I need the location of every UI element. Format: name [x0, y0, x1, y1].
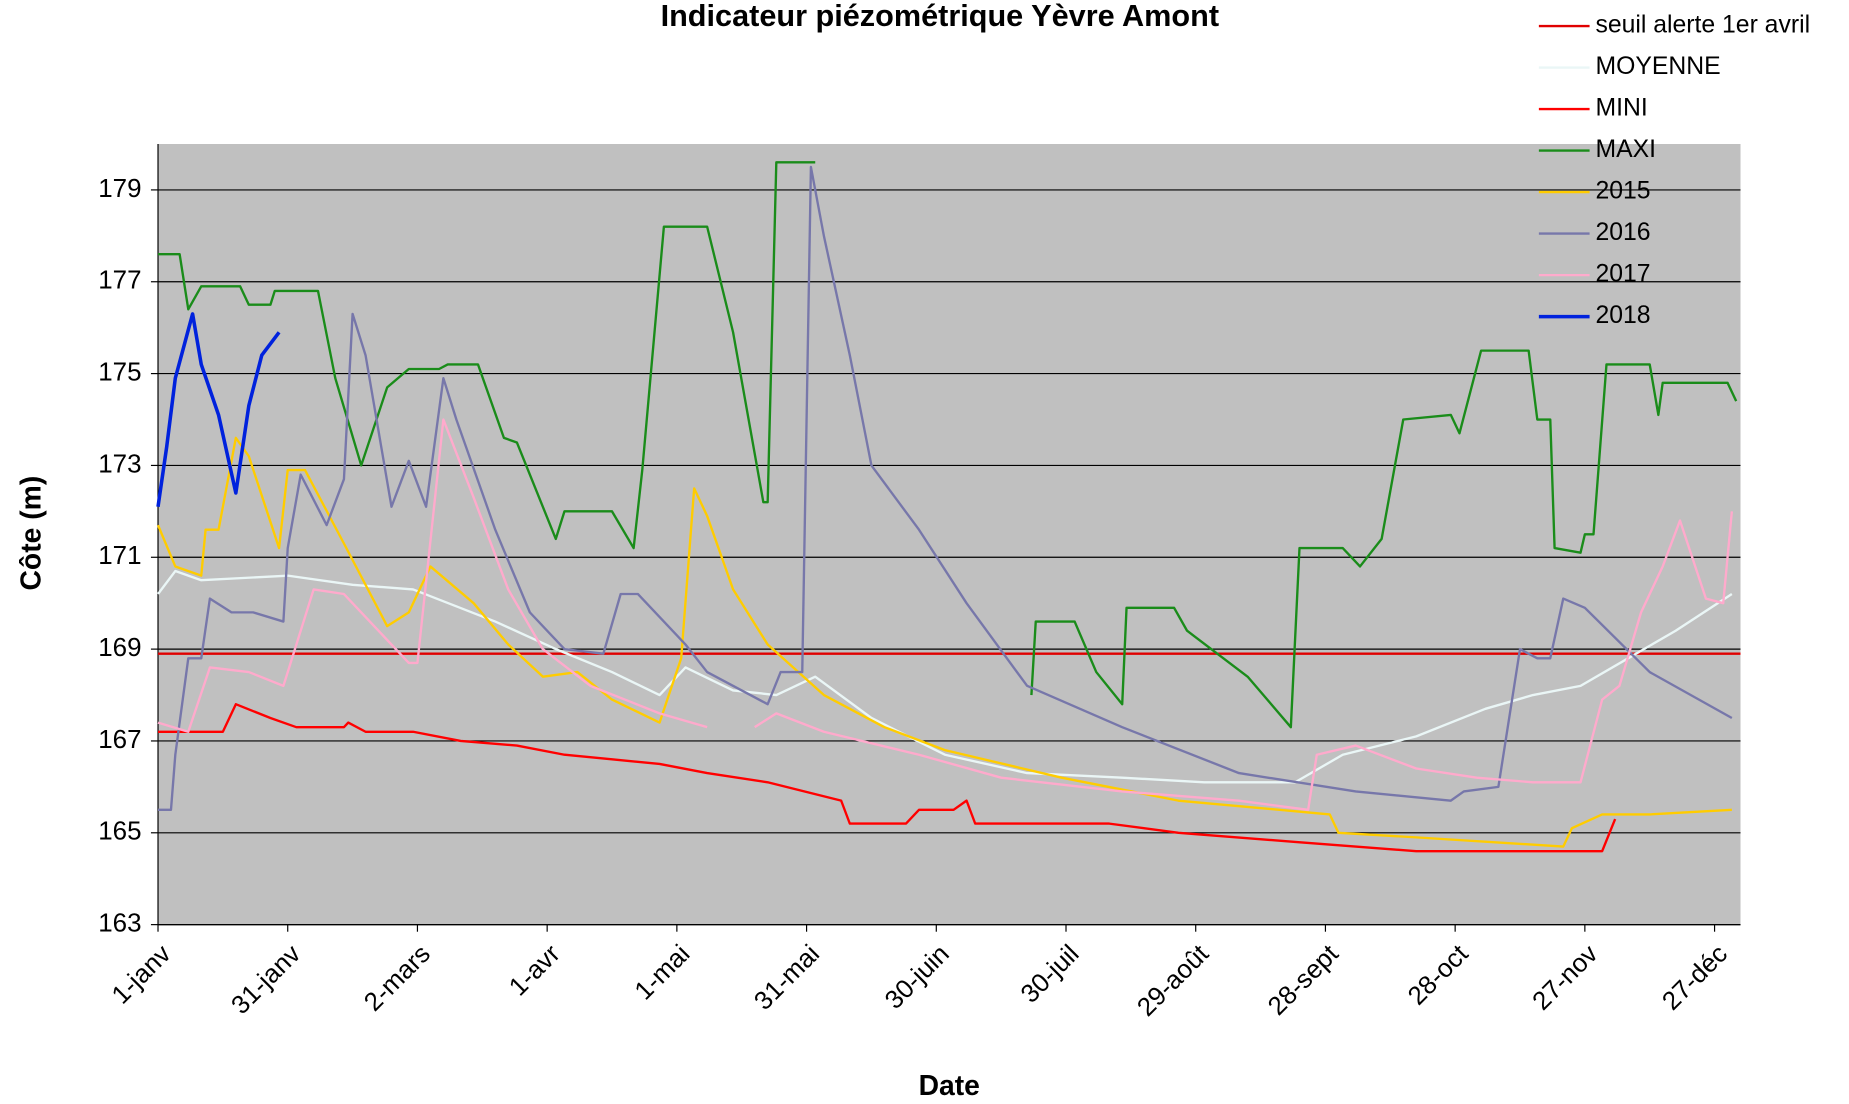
legend-label: MINI [1595, 95, 1647, 122]
series-line [157, 569, 1733, 784]
chart-title: Indicateur piézométrique Yèvre Amont [661, 0, 1219, 33]
legend-label: seuil alerte 1er avril [1595, 12, 1810, 39]
legend-label: MAXI [1595, 136, 1656, 163]
y-tick-label: 175 [98, 358, 141, 386]
legend-label: MOYENNE [1595, 53, 1720, 80]
x-axis-label: Date [919, 1069, 980, 1101]
legend-label: 2016 [1595, 219, 1650, 246]
series-line [158, 161, 1738, 729]
y-tick-label: 167 [98, 726, 141, 754]
legend-label: 2015 [1595, 178, 1650, 205]
series-line [157, 418, 1734, 812]
y-tick-label: 179 [98, 175, 141, 203]
y-axis-label: Côte (m) [14, 476, 46, 591]
legend-label: 2017 [1595, 261, 1650, 288]
series-line [158, 165, 1733, 812]
y-tick-label: 169 [98, 634, 141, 662]
legend-label: 2018 [1595, 302, 1650, 329]
y-tick-label: 177 [98, 267, 141, 295]
y-tick-label: 163 [98, 909, 141, 937]
y-tick-label: 165 [98, 818, 141, 846]
y-tick-label: 173 [98, 450, 141, 478]
series-line [156, 436, 1732, 848]
y-tick-label: 171 [98, 542, 141, 570]
series-line [158, 703, 1617, 853]
series-line [156, 312, 281, 508]
plot-area [158, 143, 1741, 925]
